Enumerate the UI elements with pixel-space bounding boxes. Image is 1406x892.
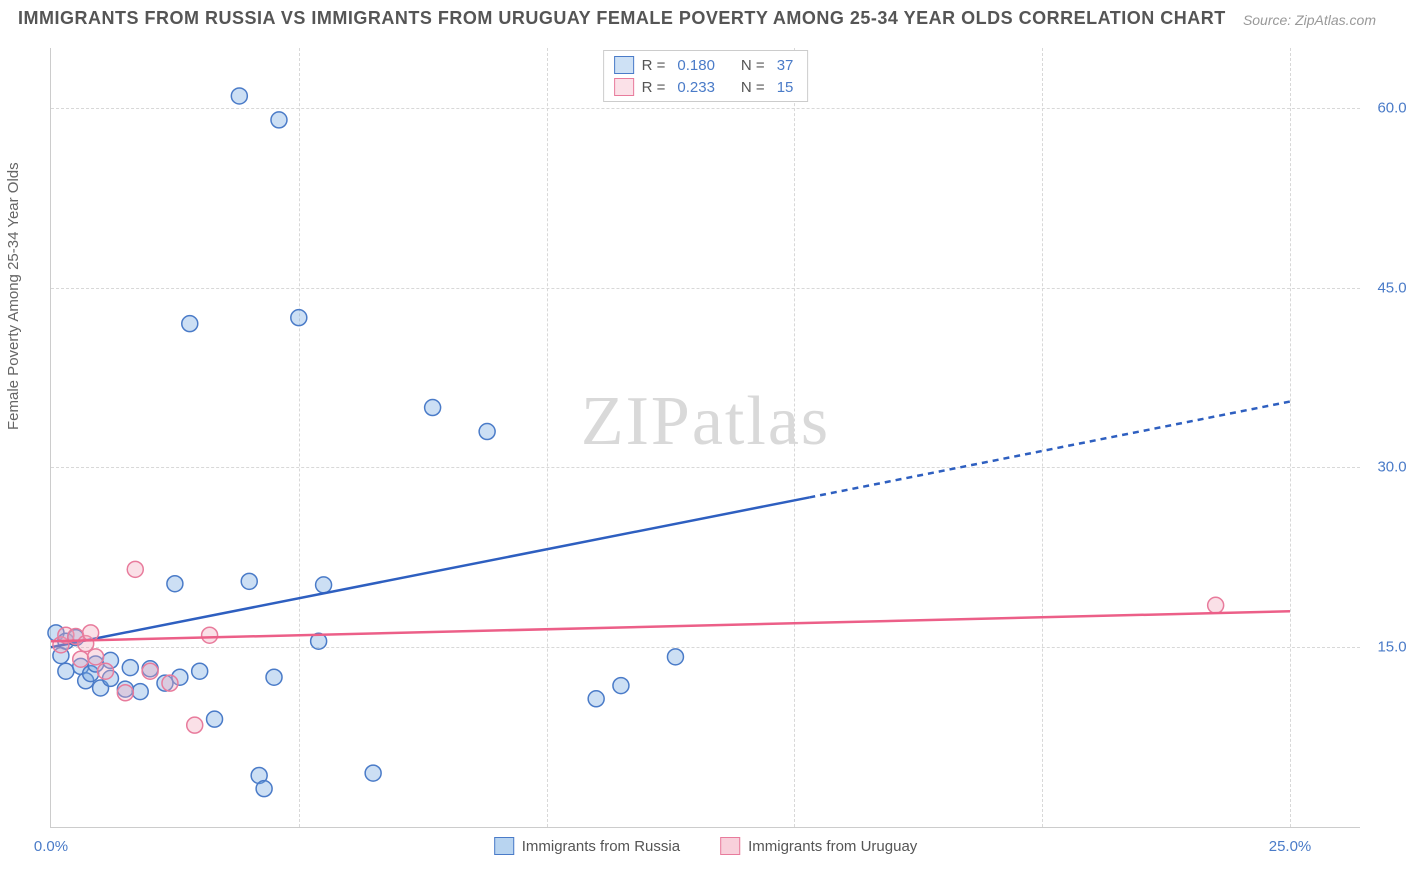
- data-point: [88, 649, 104, 665]
- legend-n-label: N =: [741, 79, 765, 96]
- data-point: [425, 400, 441, 416]
- legend-series-label: Immigrants from Russia: [522, 838, 680, 855]
- data-point: [132, 684, 148, 700]
- data-point: [291, 310, 307, 326]
- data-point: [187, 717, 203, 733]
- trend-line: [51, 611, 1290, 641]
- legend-r-label: R =: [642, 79, 666, 96]
- y-tick-label: 30.0%: [1377, 459, 1406, 476]
- chart-title: IMMIGRANTS FROM RUSSIA VS IMMIGRANTS FRO…: [18, 8, 1226, 29]
- y-tick-label: 15.0%: [1377, 639, 1406, 656]
- y-axis-label: Female Poverty Among 25-34 Year Olds: [5, 162, 22, 430]
- legend-stats: R = 0.180 N = 37 R = 0.233 N = 15: [603, 50, 809, 102]
- legend-series-item: Immigrants from Russia: [494, 837, 680, 855]
- data-point: [167, 576, 183, 592]
- legend-n-value: 37: [777, 57, 794, 74]
- y-tick-label: 60.0%: [1377, 99, 1406, 116]
- data-point: [365, 765, 381, 781]
- data-point: [231, 88, 247, 104]
- data-point: [241, 573, 257, 589]
- data-point: [127, 561, 143, 577]
- legend-stats-row: R = 0.180 N = 37: [614, 54, 798, 76]
- x-tick-label: 25.0%: [1269, 838, 1312, 855]
- data-point: [613, 678, 629, 694]
- data-point: [256, 781, 272, 797]
- trend-line-extrapolated: [809, 402, 1290, 498]
- data-point: [1208, 597, 1224, 613]
- y-tick-label: 45.0%: [1377, 279, 1406, 296]
- legend-n-label: N =: [741, 57, 765, 74]
- legend-series-label: Immigrants from Uruguay: [748, 838, 917, 855]
- plot-svg: [51, 48, 1360, 827]
- correlation-chart: IMMIGRANTS FROM RUSSIA VS IMMIGRANTS FRO…: [0, 0, 1406, 892]
- legend-r-label: R =: [642, 57, 666, 74]
- data-point: [588, 691, 604, 707]
- data-point: [162, 675, 178, 691]
- legend-swatch: [494, 837, 514, 855]
- data-point: [316, 577, 332, 593]
- legend-series: Immigrants from Russia Immigrants from Ur…: [494, 837, 918, 855]
- data-point: [98, 663, 114, 679]
- legend-r-value: 0.180: [677, 57, 715, 74]
- x-tick-label: 0.0%: [34, 838, 68, 855]
- data-point: [192, 663, 208, 679]
- data-point: [266, 669, 282, 685]
- legend-series-item: Immigrants from Uruguay: [720, 837, 917, 855]
- data-point: [58, 663, 74, 679]
- data-point: [83, 625, 99, 641]
- legend-swatch: [614, 78, 634, 96]
- data-point: [117, 685, 133, 701]
- legend-n-value: 15: [777, 79, 794, 96]
- legend-stats-row: R = 0.233 N = 15: [614, 76, 798, 98]
- data-point: [479, 424, 495, 440]
- data-point: [182, 316, 198, 332]
- legend-swatch: [614, 56, 634, 74]
- data-point: [202, 627, 218, 643]
- data-point: [271, 112, 287, 128]
- data-point: [667, 649, 683, 665]
- data-point: [73, 651, 89, 667]
- legend-swatch: [720, 837, 740, 855]
- data-point: [142, 663, 158, 679]
- legend-r-value: 0.233: [677, 79, 715, 96]
- plot-area: ZIPatlas R = 0.180N = 37R = 0.233N = 15 …: [50, 48, 1360, 828]
- data-point: [122, 660, 138, 676]
- data-point: [207, 711, 223, 727]
- chart-source: Source: ZipAtlas.com: [1243, 12, 1376, 28]
